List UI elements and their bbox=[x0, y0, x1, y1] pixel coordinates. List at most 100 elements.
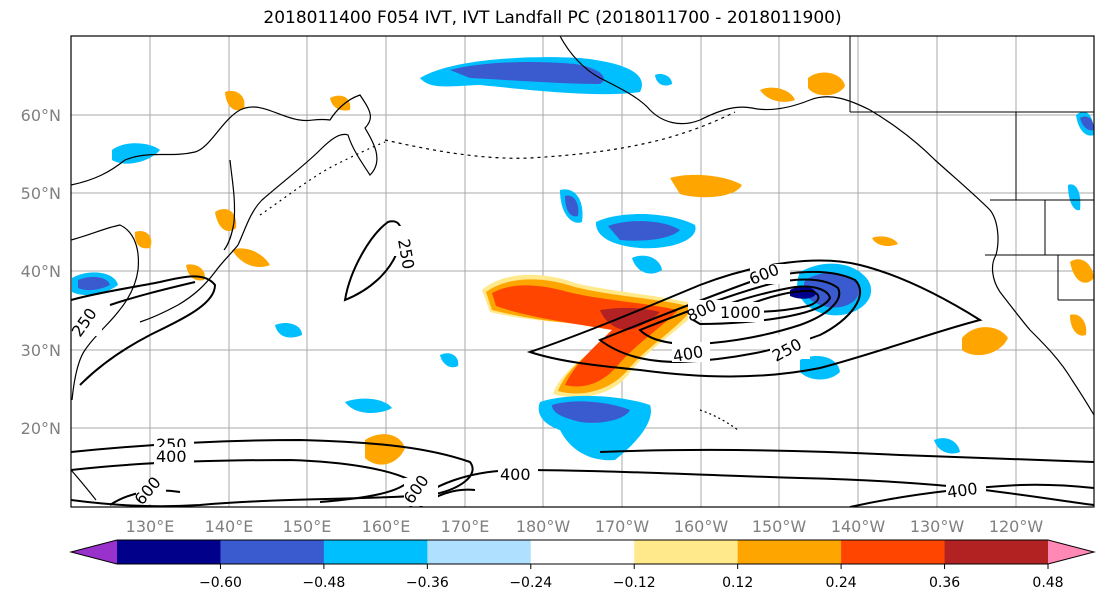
coast-kuriles bbox=[259, 141, 386, 216]
colorbar-segments bbox=[71, 540, 1094, 564]
coast-aleutians bbox=[384, 111, 736, 159]
coast-russia bbox=[71, 94, 378, 246]
colorbar-tick-label: −0.48 bbox=[302, 575, 345, 591]
colorbar-segment bbox=[323, 540, 428, 564]
lon-tick-150e: 150°E bbox=[283, 517, 332, 536]
lon-tick-150w: 150°W bbox=[752, 517, 807, 536]
negative-anomaly-bering-core bbox=[450, 62, 604, 84]
contour-1000-main bbox=[743, 289, 820, 314]
colorbar-extend-low bbox=[71, 540, 117, 564]
contour-labels: 250 250 600 800 1000 400 250 250 400 6 bbox=[71, 226, 986, 507]
colorbar-segment bbox=[634, 540, 739, 564]
contour-250-south bbox=[71, 438, 474, 507]
negative-anomaly-small-1 bbox=[112, 143, 160, 164]
colorbar-extend-high bbox=[1048, 540, 1094, 564]
negative-anomaly-small-5 bbox=[565, 195, 579, 217]
lon-tick-160e: 160°E bbox=[362, 517, 411, 536]
positive-anomaly-small-10 bbox=[872, 236, 898, 246]
colorbar-tick-label: −0.36 bbox=[406, 575, 449, 591]
negative-anomaly-small-9 bbox=[440, 353, 459, 368]
contour-label-400-mid: 400 bbox=[500, 465, 531, 484]
colorbar-outline bbox=[69, 539, 1096, 565]
coastlines bbox=[71, 36, 1094, 501]
contour-asia-inner bbox=[109, 281, 196, 306]
latitude-axis: 60°N 50°N 40°N 30°N 20°N bbox=[21, 106, 61, 438]
lon-tick-130e: 130°E bbox=[126, 517, 175, 536]
positive-anomaly-small-9 bbox=[1070, 259, 1094, 283]
colorbar-tick-label: −0.24 bbox=[509, 575, 552, 591]
lon-tick-120w: 120°W bbox=[989, 517, 1044, 536]
negative-anomaly-small-11 bbox=[1080, 116, 1094, 131]
colorbar-tick-label: 0.24 bbox=[826, 575, 857, 591]
positive-anomaly-small-6 bbox=[215, 208, 237, 232]
contour-250-main bbox=[526, 259, 983, 378]
colorbar-segment bbox=[841, 540, 946, 564]
negative-anomaly-small-13 bbox=[934, 438, 960, 454]
ivt-pc-fill bbox=[72, 57, 1094, 465]
map-panel: 250 250 600 800 1000 400 250 250 400 6 bbox=[70, 35, 1095, 508]
contour-label-400-south: 400 bbox=[156, 447, 187, 466]
gridlines bbox=[71, 36, 1094, 507]
lon-tick-180w: 180°W bbox=[516, 517, 571, 536]
positive-anomaly-small-3 bbox=[962, 327, 1008, 356]
colorbar: −0.60 −0.48 −0.36 −0.24 −0.12 0.12 0.24 0.36 0.4… bbox=[69, 539, 1096, 591]
coast-asia bbox=[71, 224, 140, 401]
lon-tick-130w: 130°W bbox=[910, 517, 965, 536]
positive-anomaly-small-2 bbox=[808, 72, 845, 96]
negative-anomaly-mid-core bbox=[608, 221, 680, 241]
lon-tick-170w: 170°W bbox=[595, 517, 650, 536]
coast-sakhalin bbox=[223, 159, 236, 251]
positive-anomaly-small-8 bbox=[134, 230, 152, 249]
positive-anomaly-small-11 bbox=[760, 87, 795, 102]
positive-anomaly-small-4 bbox=[365, 434, 405, 465]
negative-anomaly-small-14 bbox=[655, 74, 672, 86]
lat-tick-60: 60°N bbox=[21, 106, 61, 125]
lat-tick-40: 40°N bbox=[21, 262, 61, 281]
lat-tick-20: 20°N bbox=[21, 419, 61, 438]
lon-tick-160w: 160°W bbox=[674, 517, 729, 536]
coast-alaska bbox=[559, 36, 999, 256]
positive-anomaly-small-1 bbox=[670, 174, 742, 198]
lon-tick-140w: 140°W bbox=[831, 517, 886, 536]
colorbar-tick-label: 0.48 bbox=[1032, 575, 1063, 591]
longitude-axis: 130°E 140°E 150°E 160°E 170°E 180°W 170°… bbox=[126, 517, 1044, 536]
colorbar-ticks: −0.60 −0.48 −0.36 −0.24 −0.12 0.12 0.24 0.36 0.4… bbox=[199, 564, 1064, 591]
coast-north-america bbox=[991, 254, 1094, 416]
colorbar-segment bbox=[117, 540, 221, 564]
colorbar-tick-label: −0.60 bbox=[199, 575, 242, 591]
lat-tick-30: 30°N bbox=[21, 341, 61, 360]
positive-anomaly-small-12 bbox=[330, 95, 351, 111]
contour-250-asia bbox=[71, 275, 217, 386]
negative-anomaly-ne-center bbox=[790, 286, 816, 299]
lon-tick-140e: 140°E bbox=[205, 517, 254, 536]
contour-400-east-south bbox=[849, 483, 1094, 507]
colorbar-tick-label: −0.12 bbox=[613, 575, 656, 591]
lat-tick-50: 50°N bbox=[21, 184, 61, 203]
positive-anomaly-small-7 bbox=[232, 248, 270, 268]
coast-japan bbox=[139, 244, 239, 323]
colorbar-tick-label: 0.36 bbox=[929, 575, 960, 591]
contour-250-se bbox=[599, 448, 1094, 463]
negative-anomaly-small-8 bbox=[345, 398, 392, 413]
colorbar-segment bbox=[944, 540, 1049, 564]
colorbar-segment bbox=[737, 540, 842, 564]
colorbar-tick-label: 0.12 bbox=[722, 575, 753, 591]
lon-tick-170e: 170°E bbox=[441, 517, 490, 536]
contour-label-1000: 1000 bbox=[720, 303, 761, 322]
negative-anomaly-small-3 bbox=[78, 276, 110, 291]
coast-philippines bbox=[71, 469, 97, 501]
negative-anomaly-small-7 bbox=[275, 323, 302, 338]
map-frame bbox=[70, 35, 1095, 508]
political-borders bbox=[849, 36, 1094, 301]
positive-anomaly-darkred bbox=[600, 307, 660, 330]
colorbar-segment bbox=[530, 540, 635, 564]
contour-label-400-east: 400 bbox=[946, 479, 979, 502]
positive-anomaly-small-5 bbox=[225, 90, 245, 111]
positive-anomaly-small-13 bbox=[1070, 314, 1087, 336]
map-title: 2018011400 F054 IVT, IVT Landfall PC (20… bbox=[263, 8, 842, 28]
negative-anomaly-south-core bbox=[552, 401, 630, 423]
negative-anomaly-small-12 bbox=[1068, 184, 1081, 211]
colorbar-segment bbox=[427, 540, 532, 564]
colorbar-segment bbox=[220, 540, 325, 564]
